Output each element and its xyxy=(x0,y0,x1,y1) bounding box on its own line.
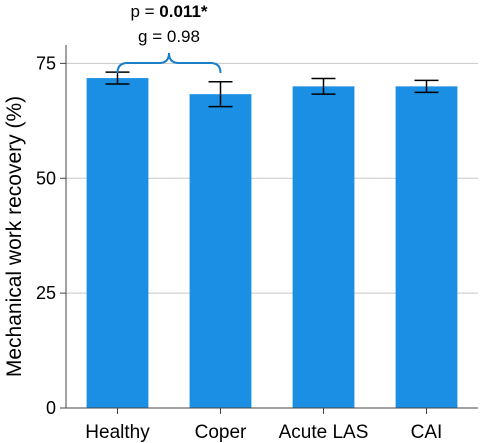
axes xyxy=(65,45,478,414)
p-value-prefix: p = xyxy=(130,2,159,21)
bar-acute-las xyxy=(292,86,355,408)
x-tick-label-cai: CAI xyxy=(411,422,443,443)
bars xyxy=(86,78,458,408)
bar-cai xyxy=(395,86,458,408)
p-value-label: p = 0.011* xyxy=(130,2,207,21)
y-tick-label-75: 75 xyxy=(36,53,56,73)
x-tick-label-acute-las: Acute LAS xyxy=(279,422,369,443)
error-bars xyxy=(105,71,439,108)
error-bar-acute-las xyxy=(311,77,336,95)
y-tick-label-0: 0 xyxy=(46,398,56,418)
y-tick-labels: 0 25 50 75 xyxy=(36,53,56,418)
x-tick-label-healthy: Healthy xyxy=(85,422,150,443)
effect-size-label: g = 0.98 xyxy=(138,27,200,46)
bar-healthy xyxy=(86,78,149,408)
y-tick-label-25: 25 xyxy=(36,283,56,303)
x-tick-labels: Healthy Coper Acute LAS CAI xyxy=(85,422,442,443)
significance-bracket xyxy=(116,52,222,74)
bar-coper xyxy=(189,94,252,408)
y-tick-label-50: 50 xyxy=(36,168,56,188)
p-value-number: 0.011* xyxy=(159,2,208,21)
y-axis-title: Mechanical work recovery (%) xyxy=(3,96,26,377)
x-tick-label-coper: Coper xyxy=(195,422,247,443)
significance-annotation: p = 0.011* g = 0.98 xyxy=(116,2,222,74)
error-bar-cai xyxy=(414,79,439,94)
error-bar-coper xyxy=(208,81,233,108)
